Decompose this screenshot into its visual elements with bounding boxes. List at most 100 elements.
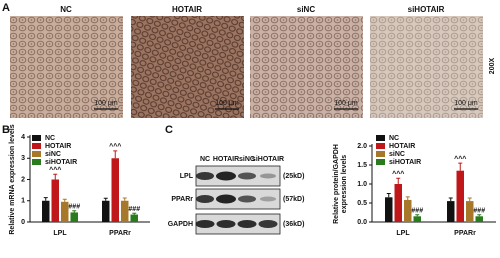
blot-row-label: GAPDH: [168, 221, 193, 228]
lane-label: siNC: [239, 156, 255, 163]
significance: ###: [68, 204, 80, 211]
panel-label: C: [165, 124, 173, 136]
y-tick-label: 1.0: [357, 181, 367, 188]
significance: ###: [128, 206, 140, 213]
bar: [413, 216, 421, 222]
error-bar: [396, 177, 401, 184]
significance: ^^^: [392, 170, 404, 178]
y-axis-label: Relative protein/GAPDH: [333, 144, 340, 224]
y-tick-label: 2.0: [357, 143, 367, 150]
blot-size: (25kD): [283, 173, 304, 180]
x-tick-label: PPARr: [109, 230, 131, 237]
micrograph-group: [10, 16, 483, 118]
significance: ^^^: [454, 155, 466, 163]
image-label: NC: [60, 5, 72, 14]
legend-label: siHOTAIR: [45, 159, 77, 166]
bar: [475, 216, 483, 222]
lane-label: HOTAIR: [213, 156, 239, 163]
error-bar: [386, 193, 391, 198]
legend-swatch: [32, 151, 41, 157]
bar: [121, 200, 129, 222]
significance: ###: [411, 208, 423, 215]
legend-label: siNC: [45, 151, 61, 158]
legend-label: siHOTAIR: [389, 159, 421, 166]
error-bar: [458, 162, 463, 171]
legend-label: HOTAIR: [45, 143, 71, 150]
y-tick-label: 0.0: [357, 219, 367, 226]
error-bar: [122, 197, 127, 201]
error-bar: [72, 210, 77, 213]
error-bar: [448, 197, 453, 202]
y-tick-label: 3: [21, 155, 25, 162]
y-axis-label: Relative mRNA expression levels: [9, 124, 16, 234]
bar: [51, 179, 59, 222]
bar: [447, 201, 455, 222]
legend-label: NC: [389, 135, 399, 142]
x-tick-label: LPL: [53, 230, 67, 237]
y-tick-label: 1: [21, 198, 25, 205]
legend-swatch: [376, 135, 385, 141]
x-tick-label: LPL: [396, 230, 410, 237]
significance: ^^^: [109, 143, 121, 151]
legend-swatch: [376, 159, 385, 165]
blot-row-label: LPL: [180, 173, 194, 180]
y-axis-label: expression levels: [341, 155, 348, 213]
y-tick-label: 1.5: [357, 162, 367, 169]
blot-size: (36kD): [283, 221, 304, 228]
bar: [394, 184, 402, 222]
bar: [385, 197, 393, 222]
significance: ^^^: [49, 166, 61, 174]
error-bar: [415, 214, 420, 217]
bar: [42, 200, 50, 222]
magnification: 200X: [489, 58, 496, 75]
image-label: siNC: [297, 5, 315, 14]
x-tick-label: PPARr: [454, 230, 476, 237]
panel-label: B: [2, 124, 10, 136]
error-bar: [405, 196, 410, 200]
bar: [102, 200, 110, 222]
legend-label: NC: [45, 135, 55, 142]
bar: [466, 201, 474, 222]
error-bar: [132, 212, 137, 215]
panel-label: A: [2, 2, 10, 14]
y-tick-label: 0: [21, 219, 25, 226]
y-tick-label: 4: [21, 134, 25, 141]
legend-swatch: [32, 159, 41, 165]
micrograph-texture: [131, 16, 244, 118]
legend-swatch: [32, 135, 41, 141]
scale-label: 100 μm: [454, 100, 478, 107]
lane-label: NC: [200, 156, 210, 163]
lane-label: siHOTAIR: [252, 156, 284, 163]
error-bar: [103, 197, 108, 201]
bar: [111, 158, 119, 222]
significance: ###: [473, 208, 485, 215]
error-bar: [43, 197, 48, 201]
error-bar: [477, 214, 482, 217]
scale-label: 100 μm: [215, 100, 239, 107]
image-label: siHOTAIR: [408, 5, 445, 14]
y-tick-label: 0.5: [357, 200, 367, 207]
error-bar: [62, 198, 67, 202]
blot-size: (57kD): [283, 196, 304, 203]
legend-swatch: [376, 151, 385, 157]
blot: [195, 165, 281, 235]
micrograph-texture: [250, 16, 363, 118]
image-label: HOTAIR: [172, 5, 202, 14]
scale-label: 100 μm: [334, 100, 358, 107]
error-bar: [467, 197, 472, 202]
legend-swatch: [32, 143, 41, 149]
legend-label: HOTAIR: [389, 143, 415, 150]
error-bar: [53, 173, 58, 180]
legend-swatch: [376, 143, 385, 149]
bar: [130, 214, 138, 222]
legend-label: siNC: [389, 151, 405, 158]
y-tick-label: 2: [21, 176, 25, 183]
bar: [70, 212, 78, 222]
micrograph-texture: [10, 16, 123, 118]
bar: [456, 170, 464, 222]
scale-label: 100 μm: [94, 100, 118, 107]
micrograph-texture: [370, 16, 483, 118]
bar: [61, 201, 69, 222]
error-bar: [113, 150, 118, 159]
